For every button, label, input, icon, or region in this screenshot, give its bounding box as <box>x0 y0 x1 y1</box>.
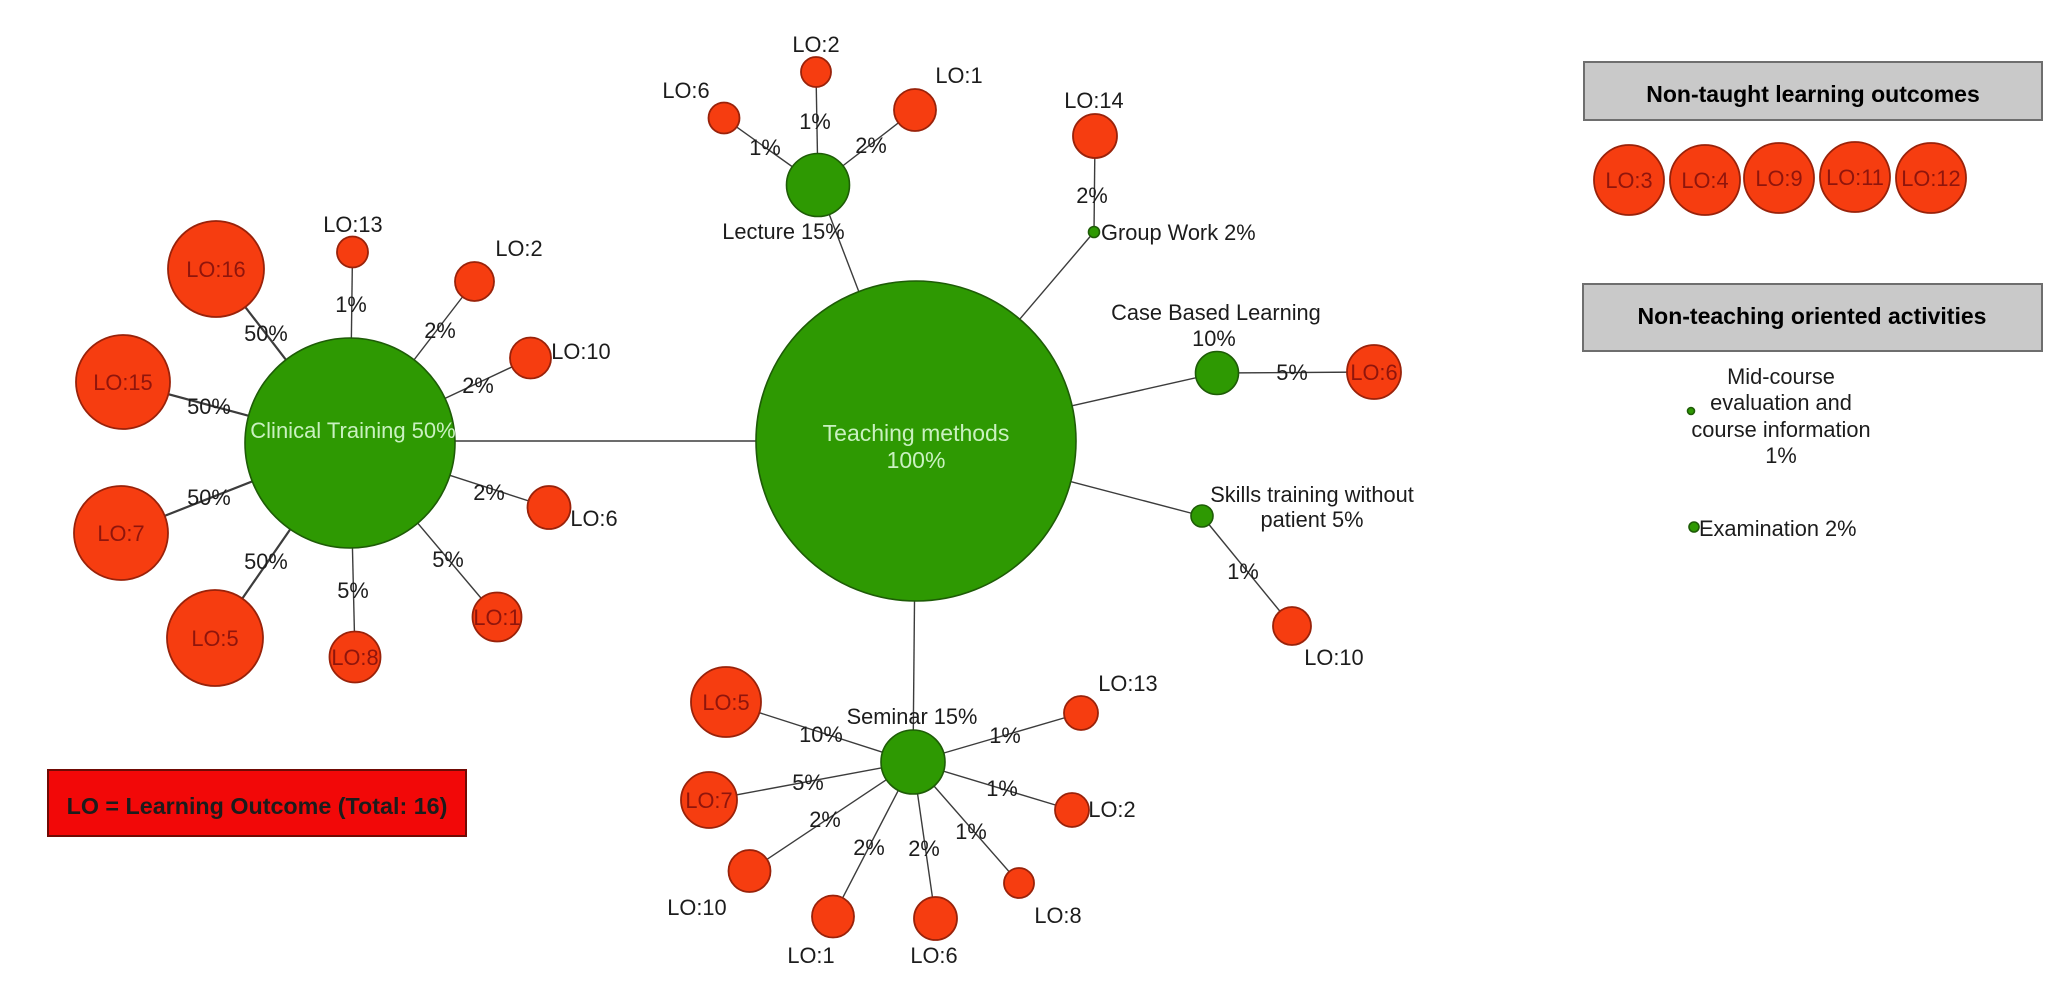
svg-text:LO:1: LO:1 <box>935 63 982 88</box>
svg-text:LO:10: LO:10 <box>667 895 726 920</box>
svg-text:2%: 2% <box>855 133 887 158</box>
svg-text:LO:15: LO:15 <box>93 370 152 395</box>
svg-text:LO:14: LO:14 <box>1064 88 1123 113</box>
svg-text:Non-teaching oriented activiti: Non-teaching oriented activities <box>1638 303 1987 329</box>
svg-text:Teaching methods: Teaching methods <box>823 420 1010 446</box>
svg-text:LO:12: LO:12 <box>1901 166 1960 191</box>
svg-text:10%: 10% <box>799 722 843 747</box>
svg-text:LO:16: LO:16 <box>186 257 245 282</box>
svg-text:LO:6: LO:6 <box>662 78 709 103</box>
svg-text:Lecture 15%: Lecture 15% <box>722 219 844 244</box>
svg-text:LO:6: LO:6 <box>570 506 617 531</box>
svg-text:LO:9: LO:9 <box>1755 166 1802 191</box>
svg-text:2%: 2% <box>424 318 456 343</box>
svg-text:Case Based Learning: Case Based Learning <box>1111 300 1321 325</box>
svg-text:2%: 2% <box>908 836 940 861</box>
svg-text:evaluation and: evaluation and <box>1710 390 1852 415</box>
svg-text:LO:2: LO:2 <box>495 236 542 261</box>
svg-text:5%: 5% <box>337 578 369 603</box>
svg-text:5%: 5% <box>1276 360 1308 385</box>
svg-text:1%: 1% <box>749 135 781 160</box>
svg-text:Examination 2%: Examination 2% <box>1699 516 1857 541</box>
svg-text:50%: 50% <box>244 321 288 346</box>
svg-text:50%: 50% <box>187 394 231 419</box>
svg-text:LO:2: LO:2 <box>792 32 839 57</box>
svg-text:LO:13: LO:13 <box>323 212 382 237</box>
svg-text:100%: 100% <box>887 447 946 473</box>
svg-text:LO:3: LO:3 <box>1605 168 1652 193</box>
svg-text:LO:8: LO:8 <box>1034 903 1081 928</box>
svg-text:patient 5%: patient 5% <box>1260 507 1363 532</box>
svg-text:LO:5: LO:5 <box>191 626 238 651</box>
svg-text:1%: 1% <box>989 723 1021 748</box>
svg-text:2%: 2% <box>462 373 494 398</box>
svg-text:50%: 50% <box>244 549 288 574</box>
svg-text:5%: 5% <box>432 547 464 572</box>
svg-text:1%: 1% <box>1765 443 1797 468</box>
svg-text:LO:4: LO:4 <box>1681 168 1728 193</box>
svg-text:2%: 2% <box>853 835 885 860</box>
svg-text:LO:10: LO:10 <box>551 339 610 364</box>
svg-text:1%: 1% <box>799 109 831 134</box>
svg-text:LO:6: LO:6 <box>1350 360 1397 385</box>
svg-text:LO:2: LO:2 <box>1088 797 1135 822</box>
svg-text:50%: 50% <box>187 485 231 510</box>
svg-text:Mid-course: Mid-course <box>1727 364 1835 389</box>
svg-text:LO:1: LO:1 <box>473 605 520 630</box>
svg-text:LO:5: LO:5 <box>702 690 749 715</box>
svg-text:LO:11: LO:11 <box>1826 165 1884 190</box>
svg-text:LO:13: LO:13 <box>1098 671 1157 696</box>
svg-text:course information: course information <box>1691 417 1870 442</box>
svg-text:LO:7: LO:7 <box>685 788 732 813</box>
svg-text:Seminar 15%: Seminar 15% <box>847 704 978 729</box>
svg-text:LO:10: LO:10 <box>1304 645 1363 670</box>
svg-text:1%: 1% <box>335 292 367 317</box>
svg-text:1%: 1% <box>986 776 1018 801</box>
svg-text:1%: 1% <box>1227 559 1259 584</box>
svg-text:10%: 10% <box>1192 326 1236 351</box>
svg-text:LO:1: LO:1 <box>787 943 834 968</box>
svg-text:LO = Learning Outcome (Total:: LO = Learning Outcome (Total: 16) <box>67 793 448 819</box>
svg-text:Skills training without: Skills training without <box>1210 482 1414 507</box>
svg-text:LO:7: LO:7 <box>97 521 144 546</box>
svg-text:LO:8: LO:8 <box>331 645 378 670</box>
svg-text:5%: 5% <box>792 770 824 795</box>
svg-text:Clinical Training 50%: Clinical Training 50% <box>250 418 455 443</box>
svg-text:LO:6: LO:6 <box>910 943 957 968</box>
svg-text:1%: 1% <box>955 819 987 844</box>
svg-text:2%: 2% <box>809 807 841 832</box>
svg-text:Non-taught learning outcomes: Non-taught learning outcomes <box>1646 81 1980 107</box>
svg-text:Group Work 2%: Group Work 2% <box>1101 220 1256 245</box>
svg-text:2%: 2% <box>473 480 505 505</box>
svg-text:2%: 2% <box>1076 183 1108 208</box>
